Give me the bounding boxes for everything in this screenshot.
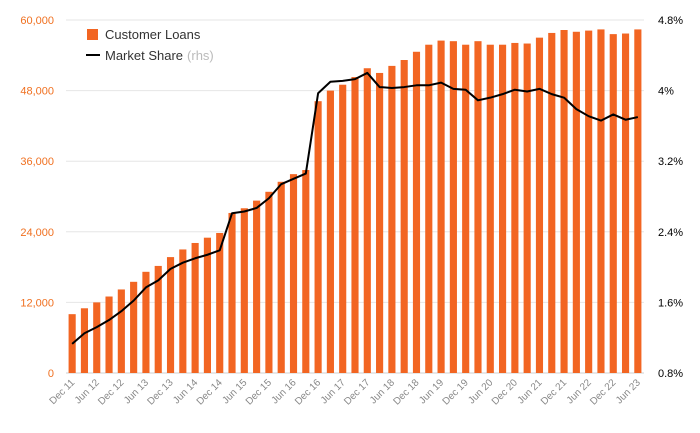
bar	[363, 68, 371, 373]
bar	[609, 34, 617, 374]
legend-label-customer-loans: Customer Loans	[105, 27, 201, 42]
bar	[277, 181, 285, 373]
bar	[548, 32, 556, 374]
bar	[535, 37, 544, 374]
bar	[117, 289, 125, 373]
bar	[462, 44, 470, 374]
x-tick-label: Dec 21	[539, 377, 569, 407]
y-right-tick-label: 3.2%	[658, 156, 683, 168]
bar	[511, 42, 519, 373]
bar	[80, 308, 89, 373]
bar	[597, 29, 605, 374]
x-tick-label: Dec 16	[293, 377, 323, 407]
bar	[560, 30, 568, 373]
y-left-tick-label: 12,000	[20, 297, 54, 309]
legend-label-market-share-name: Market Share	[105, 48, 183, 63]
y-right-tick-label: 4%	[658, 86, 674, 98]
bar	[437, 40, 445, 373]
bar	[216, 232, 224, 373]
bar	[302, 170, 310, 373]
x-tick-label: Dec 22	[588, 377, 618, 407]
x-tick-label: Dec 13	[145, 377, 175, 407]
x-tick-label: Dec 14	[195, 377, 225, 407]
bar	[474, 41, 482, 374]
bar	[499, 44, 507, 374]
bar	[253, 200, 261, 373]
legend-label-market-share: Market Share (rhs)	[105, 48, 214, 63]
bar	[142, 271, 150, 373]
bar	[585, 30, 593, 374]
x-tick-label: Jun 23	[614, 377, 643, 406]
legend: Customer Loans Market Share (rhs)	[86, 27, 214, 63]
y-right-tick-label: 2.4%	[658, 227, 683, 239]
x-tick-label: Dec 17	[342, 377, 372, 407]
bar	[326, 90, 334, 373]
x-tick-label: Dec 19	[441, 377, 471, 407]
bar	[449, 41, 457, 374]
bar	[191, 242, 199, 373]
y-right-tick-label: 0.8%	[658, 368, 683, 380]
legend-swatch-customer-loans	[87, 29, 98, 40]
bar	[240, 208, 248, 373]
bar	[314, 101, 322, 373]
y-left-tick-label: 0	[48, 368, 54, 380]
bar	[634, 29, 642, 374]
x-tick-label: Dec 11	[48, 377, 78, 407]
bar	[130, 281, 138, 373]
bar	[339, 84, 347, 373]
bar	[621, 33, 630, 373]
x-tick-label: Dec 15	[244, 377, 274, 407]
bar	[523, 43, 531, 374]
y-axis-right: 0.8% 1.6% 2.4% 3.2% 4% 4.8%	[658, 15, 683, 380]
x-tick-label: Dec 18	[391, 377, 421, 407]
bar	[105, 296, 113, 373]
bar	[203, 237, 211, 373]
x-tick-label: Dec 20	[490, 377, 520, 407]
bar	[166, 257, 175, 373]
y-left-tick-label: 36,000	[20, 156, 54, 168]
bar	[93, 302, 101, 373]
y-left-tick-label: 24,000	[20, 227, 54, 239]
bar	[400, 60, 408, 374]
y-left-tick-label: 60,000	[20, 15, 54, 27]
y-axis-left: 0 12,000 24,000 36,000 48,000 60,000	[20, 15, 54, 380]
y-right-tick-label: 4.8%	[658, 15, 683, 27]
bar	[265, 191, 273, 373]
bar	[154, 265, 162, 373]
bar	[228, 212, 236, 373]
x-tick-label: Dec 12	[96, 377, 126, 407]
bar	[388, 65, 396, 373]
bar	[486, 44, 494, 374]
bar-series-customer-loans	[68, 29, 642, 374]
line-series-market-share	[71, 71, 639, 345]
bar	[425, 44, 433, 374]
bar	[179, 249, 187, 373]
bar	[351, 77, 359, 374]
bar	[289, 174, 298, 373]
bar	[376, 72, 384, 373]
legend-label-market-share-suffix: (rhs)	[187, 48, 214, 63]
y-left-tick-label: 48,000	[20, 86, 54, 98]
y-right-tick-label: 1.6%	[658, 297, 683, 309]
market-share-line	[71, 71, 639, 345]
bar	[412, 51, 421, 374]
bar	[572, 31, 580, 374]
